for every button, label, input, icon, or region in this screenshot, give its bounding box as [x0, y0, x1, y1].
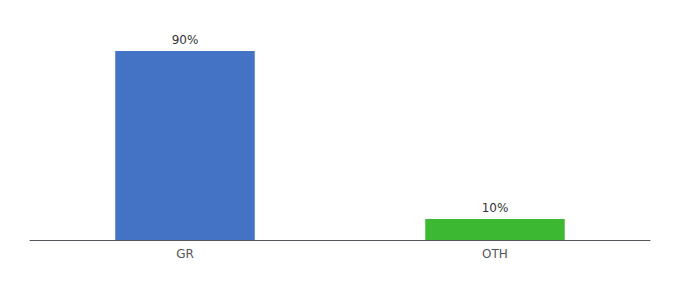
svg-text:10%: 10%: [482, 201, 509, 215]
svg-text:GR: GR: [176, 247, 194, 261]
svg-text:90%: 90%: [172, 33, 199, 47]
svg-text:OTH: OTH: [482, 247, 508, 261]
